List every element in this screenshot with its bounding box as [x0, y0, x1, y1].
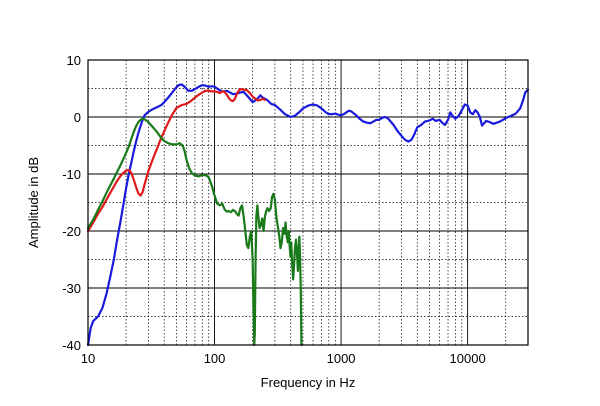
y-tick-label: 10	[67, 53, 81, 68]
x-tick-label: 10000	[450, 351, 486, 366]
x-tick-labels: 10 100 1000 10000	[81, 351, 486, 366]
series-line-3	[86, 117, 303, 347]
y-tick-label: -10	[62, 167, 81, 182]
series-line-1	[86, 83, 530, 347]
series-line-2	[86, 87, 266, 233]
y-tick-label: 0	[74, 110, 81, 125]
x-axis-label: Frequency in Hz	[261, 375, 356, 390]
y-tick-label: -20	[62, 224, 81, 239]
y-tick-labels: 10 0 -10 -20 -30 -40	[62, 53, 81, 353]
y-axis-label: Amplitude in dB	[26, 157, 41, 248]
x-tick-label: 10	[81, 351, 95, 366]
series-lines	[86, 83, 530, 347]
y-tick-label: -40	[62, 338, 81, 353]
y-tick-label: -30	[62, 281, 81, 296]
plot-frame	[87, 59, 529, 346]
x-tick-label: 1000	[327, 351, 356, 366]
x-tick-label: 100	[204, 351, 226, 366]
